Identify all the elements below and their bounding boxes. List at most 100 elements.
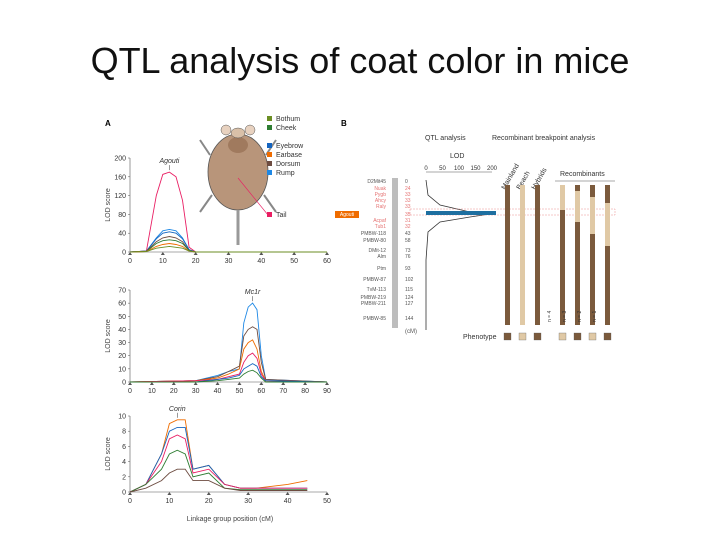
series-line <box>130 363 328 383</box>
x-tick-label: 30 <box>192 388 200 395</box>
marker-label: DMit-12 <box>368 248 386 254</box>
series-line <box>129 419 308 493</box>
y-tick-label: 80 <box>118 212 126 219</box>
legend-swatch <box>267 161 272 166</box>
y-axis-label: LOD score <box>105 437 112 471</box>
marker-position: 33 <box>405 192 411 198</box>
legend-swatch <box>267 143 272 148</box>
marker-label: Ptm <box>377 266 386 272</box>
y-tick-label: 40 <box>118 231 126 238</box>
x-tick-label: 80 <box>301 388 309 395</box>
panel-a-label: A <box>105 119 111 128</box>
marker-position: 115 <box>405 287 413 293</box>
series-line <box>129 339 328 383</box>
marker-position: 31 <box>405 218 411 224</box>
mouse-illustration <box>199 124 277 245</box>
legend-label: Bothum <box>276 116 300 123</box>
marker-position: 33 <box>405 198 411 204</box>
marker-position: 144 <box>405 316 414 322</box>
recombinant-count: n = 1 <box>592 311 598 322</box>
series-line <box>129 245 327 253</box>
marker-triangle <box>259 382 264 385</box>
series-line <box>129 228 327 253</box>
cm-label: (cM) <box>405 329 417 335</box>
marker-triangle <box>193 382 198 385</box>
marker-position: 73 <box>405 248 411 254</box>
marker-triangle <box>292 252 297 255</box>
phenotype-swatch <box>573 332 582 341</box>
y-tick-label: 40 <box>118 327 126 334</box>
marker-triangle <box>325 492 329 495</box>
recombinant-segment <box>560 185 565 210</box>
series-line <box>130 369 327 383</box>
marker-triangle <box>246 492 251 495</box>
y-tick-label: 8 <box>122 429 126 436</box>
marker-position: 43 <box>405 231 411 237</box>
marker-triangle <box>206 492 211 495</box>
legend-label: Tail <box>276 212 287 219</box>
lod-tick-label: 0 <box>424 166 428 172</box>
marker-triangle <box>325 252 329 255</box>
y-tick-label: 30 <box>118 340 126 347</box>
marker-triangle <box>325 382 329 385</box>
agouti-highlight <box>335 211 359 218</box>
marker-position: 93 <box>405 266 411 272</box>
legend-swatch <box>267 212 272 217</box>
marker-triangle <box>128 382 132 385</box>
x-tick-label: 60 <box>323 258 331 265</box>
marker-label: Agouti <box>372 212 386 218</box>
x-tick-label: 0 <box>128 388 132 395</box>
x-tick-label: 40 <box>257 258 265 265</box>
x-tick-label: 0 <box>128 498 132 505</box>
recombinant-count: n = 2 <box>577 311 583 322</box>
y-axis-label: LOD score <box>105 188 112 222</box>
phenotype-swatch <box>503 332 512 341</box>
marker-position: 0 <box>405 179 408 185</box>
y-tick-label: 160 <box>114 174 126 181</box>
marker-position: 58 <box>405 238 411 244</box>
y-tick-label: 4 <box>122 459 126 466</box>
y-tick-label: 10 <box>118 366 126 373</box>
recombinants-label: Recombinants <box>560 171 605 178</box>
recombinant-header: Recombinant breakpoint analysis <box>492 135 596 142</box>
x-tick-label: 10 <box>159 258 167 265</box>
marker-label: PMBW-85 <box>363 316 386 322</box>
qtl-interval <box>409 208 616 216</box>
x-tick-label: 10 <box>148 388 156 395</box>
marker-label: Nuak <box>374 186 386 192</box>
chart-agouti: 0 40 80 120 160 200 0 10 20 30 40 50 60 LOD score Agou… <box>105 156 331 266</box>
marker-triangle <box>160 252 165 255</box>
x-tick-label: 60 <box>257 388 265 395</box>
x-axis-label: Linkage group position (cM) <box>187 516 273 523</box>
legend-label: Earbase <box>276 152 302 159</box>
y-tick-label: 10 <box>118 414 126 421</box>
y-tick-label: 60 <box>118 301 126 308</box>
marker-label: Pygb <box>375 192 387 198</box>
legend-swatch <box>267 116 272 121</box>
x-tick-label: 40 <box>284 498 292 505</box>
chart-mc1r: 0 10 20 30 40 50 60 70 0 10 20 30 40 50 60 70 80 90 LOD sc… <box>105 288 331 396</box>
chromosome-column <box>590 185 595 325</box>
marker-label: D2Mit45 <box>367 179 386 185</box>
series-line <box>129 449 308 493</box>
legend-label: Eyebrow <box>276 143 304 150</box>
chromosome-bar <box>392 178 398 328</box>
marker-label: TvM-113 <box>367 287 387 293</box>
lod-label: LOD <box>450 153 464 160</box>
x-tick-label: 20 <box>192 258 200 265</box>
chromosome-column <box>605 185 610 325</box>
chromosome-column <box>575 185 580 325</box>
chromosome-column <box>505 185 510 325</box>
x-tick-label: 20 <box>205 498 213 505</box>
series-line <box>129 236 327 253</box>
agouti-highlight-label: Agouti <box>340 212 354 218</box>
marker-label: PMBW-87 <box>363 277 386 283</box>
marker-triangle <box>149 382 154 385</box>
marker-triangle <box>237 382 242 385</box>
lod-tick-label: 200 <box>487 166 498 172</box>
phenotype-swatch <box>558 332 567 341</box>
y-tick-label: 70 <box>118 288 126 295</box>
series-line <box>129 326 328 383</box>
x-tick-label: 50 <box>323 498 331 505</box>
y-tick-label: 50 <box>118 314 126 321</box>
